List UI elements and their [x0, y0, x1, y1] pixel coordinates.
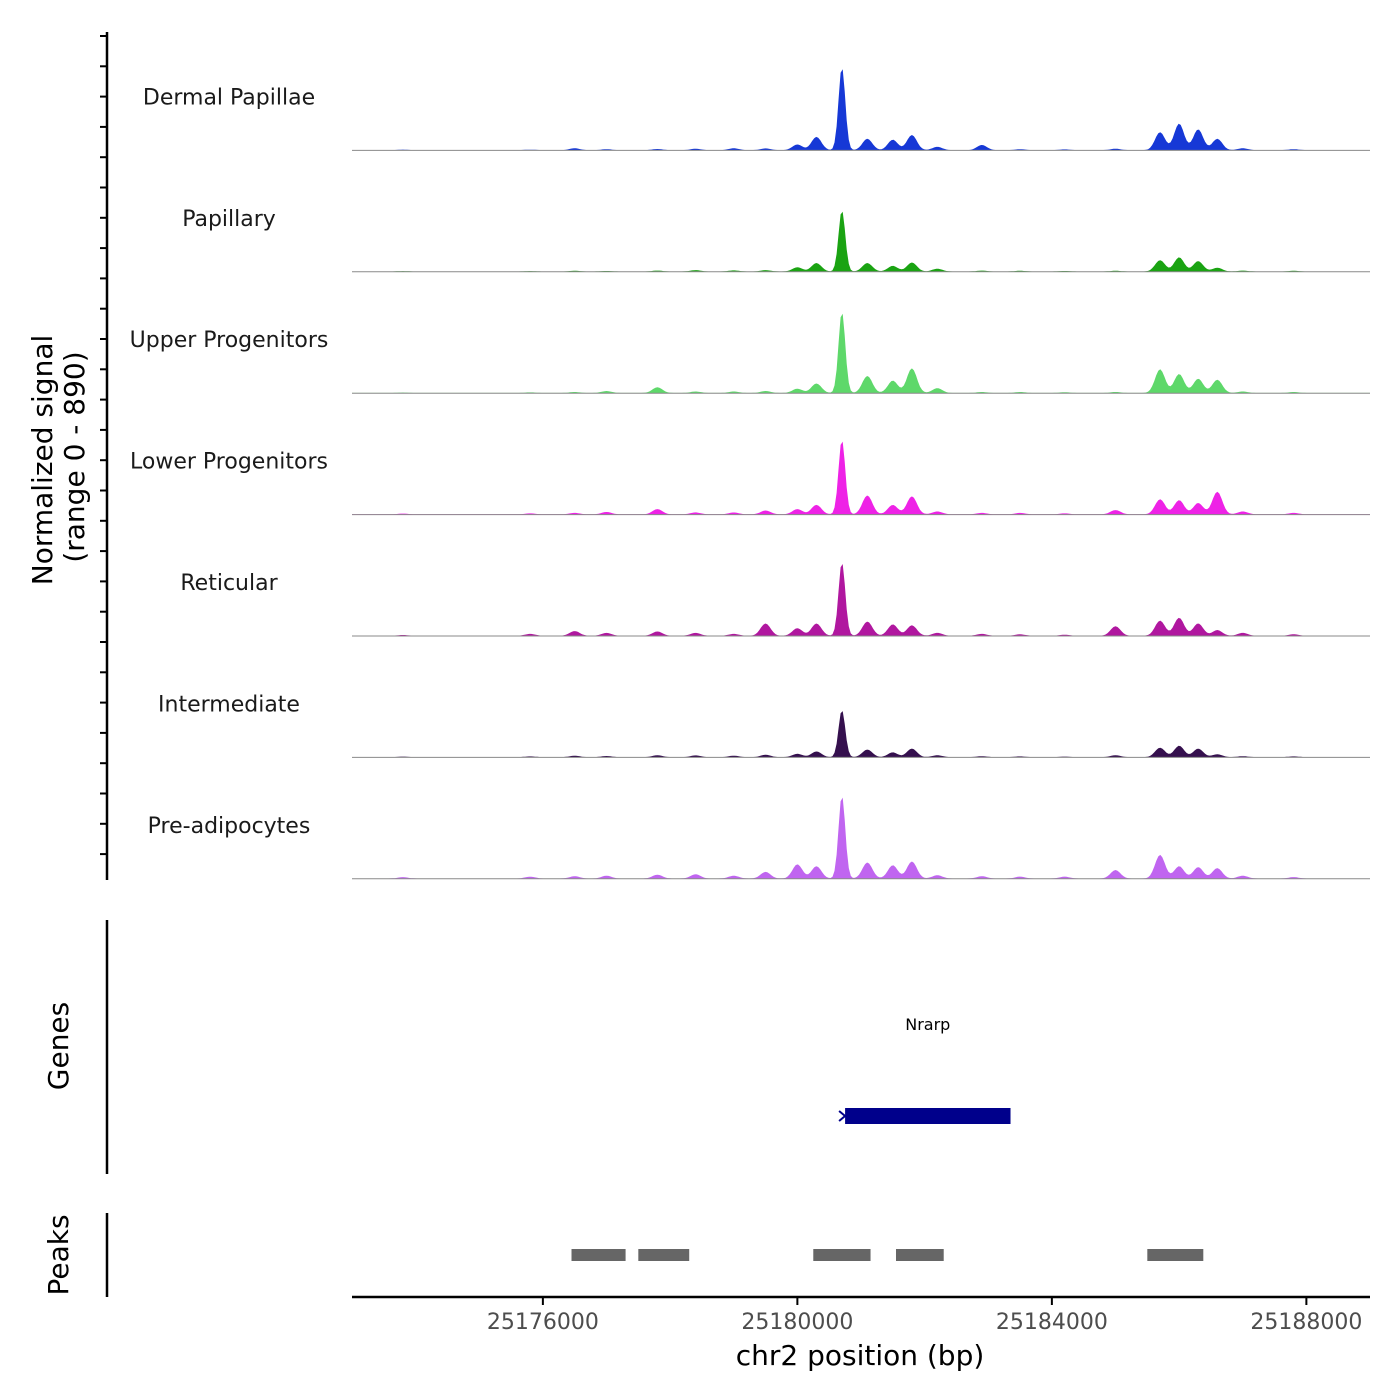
genes-track-label: Genes: [42, 1002, 75, 1090]
track-label: Papillary: [182, 207, 276, 232]
track-labels: Dermal Papillae Papillary Upper Progenitor…: [130, 85, 329, 838]
x-tick-label: 25188000: [1250, 1310, 1362, 1335]
peak-region: [895, 1249, 944, 1261]
x-tick-label: 25184000: [996, 1310, 1108, 1335]
gene-label-nrarp: Nrarp: [905, 1015, 950, 1034]
track-label: Pre-adipocytes: [148, 814, 311, 839]
peak-region: [638, 1249, 690, 1261]
genes-track: Nrarp: [838, 1015, 1011, 1124]
track-label: Intermediate: [158, 692, 300, 717]
coverage-area-lower-progenitors: [352, 441, 1370, 515]
coverage-area-upper-progenitors: [352, 313, 1370, 394]
peak-region: [571, 1249, 626, 1261]
track-label: Lower Progenitors: [130, 450, 328, 475]
gene-body-nrarp: [845, 1108, 1011, 1124]
coverage-tracks: [352, 69, 1370, 880]
peaks-track-label: Peaks: [42, 1214, 75, 1295]
x-tick-label: 25180000: [741, 1310, 853, 1335]
coverage-area-papillary: [352, 211, 1370, 272]
y-axis-range-label: (range 0 - 890): [58, 351, 91, 562]
coverage-area-dermal-papillae: [352, 69, 1370, 151]
y-axis-title: Normalized signal: [26, 335, 59, 586]
x-tick-label: 25176000: [487, 1310, 599, 1335]
coverage-area-pre-adipocytes: [352, 797, 1370, 879]
coverage-area-reticular: [352, 564, 1370, 636]
gene-strand-marker: [838, 1110, 847, 1122]
peaks-track: [571, 1249, 1204, 1261]
track-label: Dermal Papillae: [143, 85, 315, 110]
peak-region: [1147, 1249, 1204, 1261]
axes: Normalized signal (range 0 - 890) Genes …: [26, 32, 1370, 1372]
track-label: Reticular: [180, 571, 278, 596]
coverage-area-intermediate: [352, 711, 1370, 758]
peak-region: [813, 1249, 871, 1261]
x-axis-title: chr2 position (bp): [736, 1339, 985, 1372]
track-label: Upper Progenitors: [130, 328, 329, 353]
